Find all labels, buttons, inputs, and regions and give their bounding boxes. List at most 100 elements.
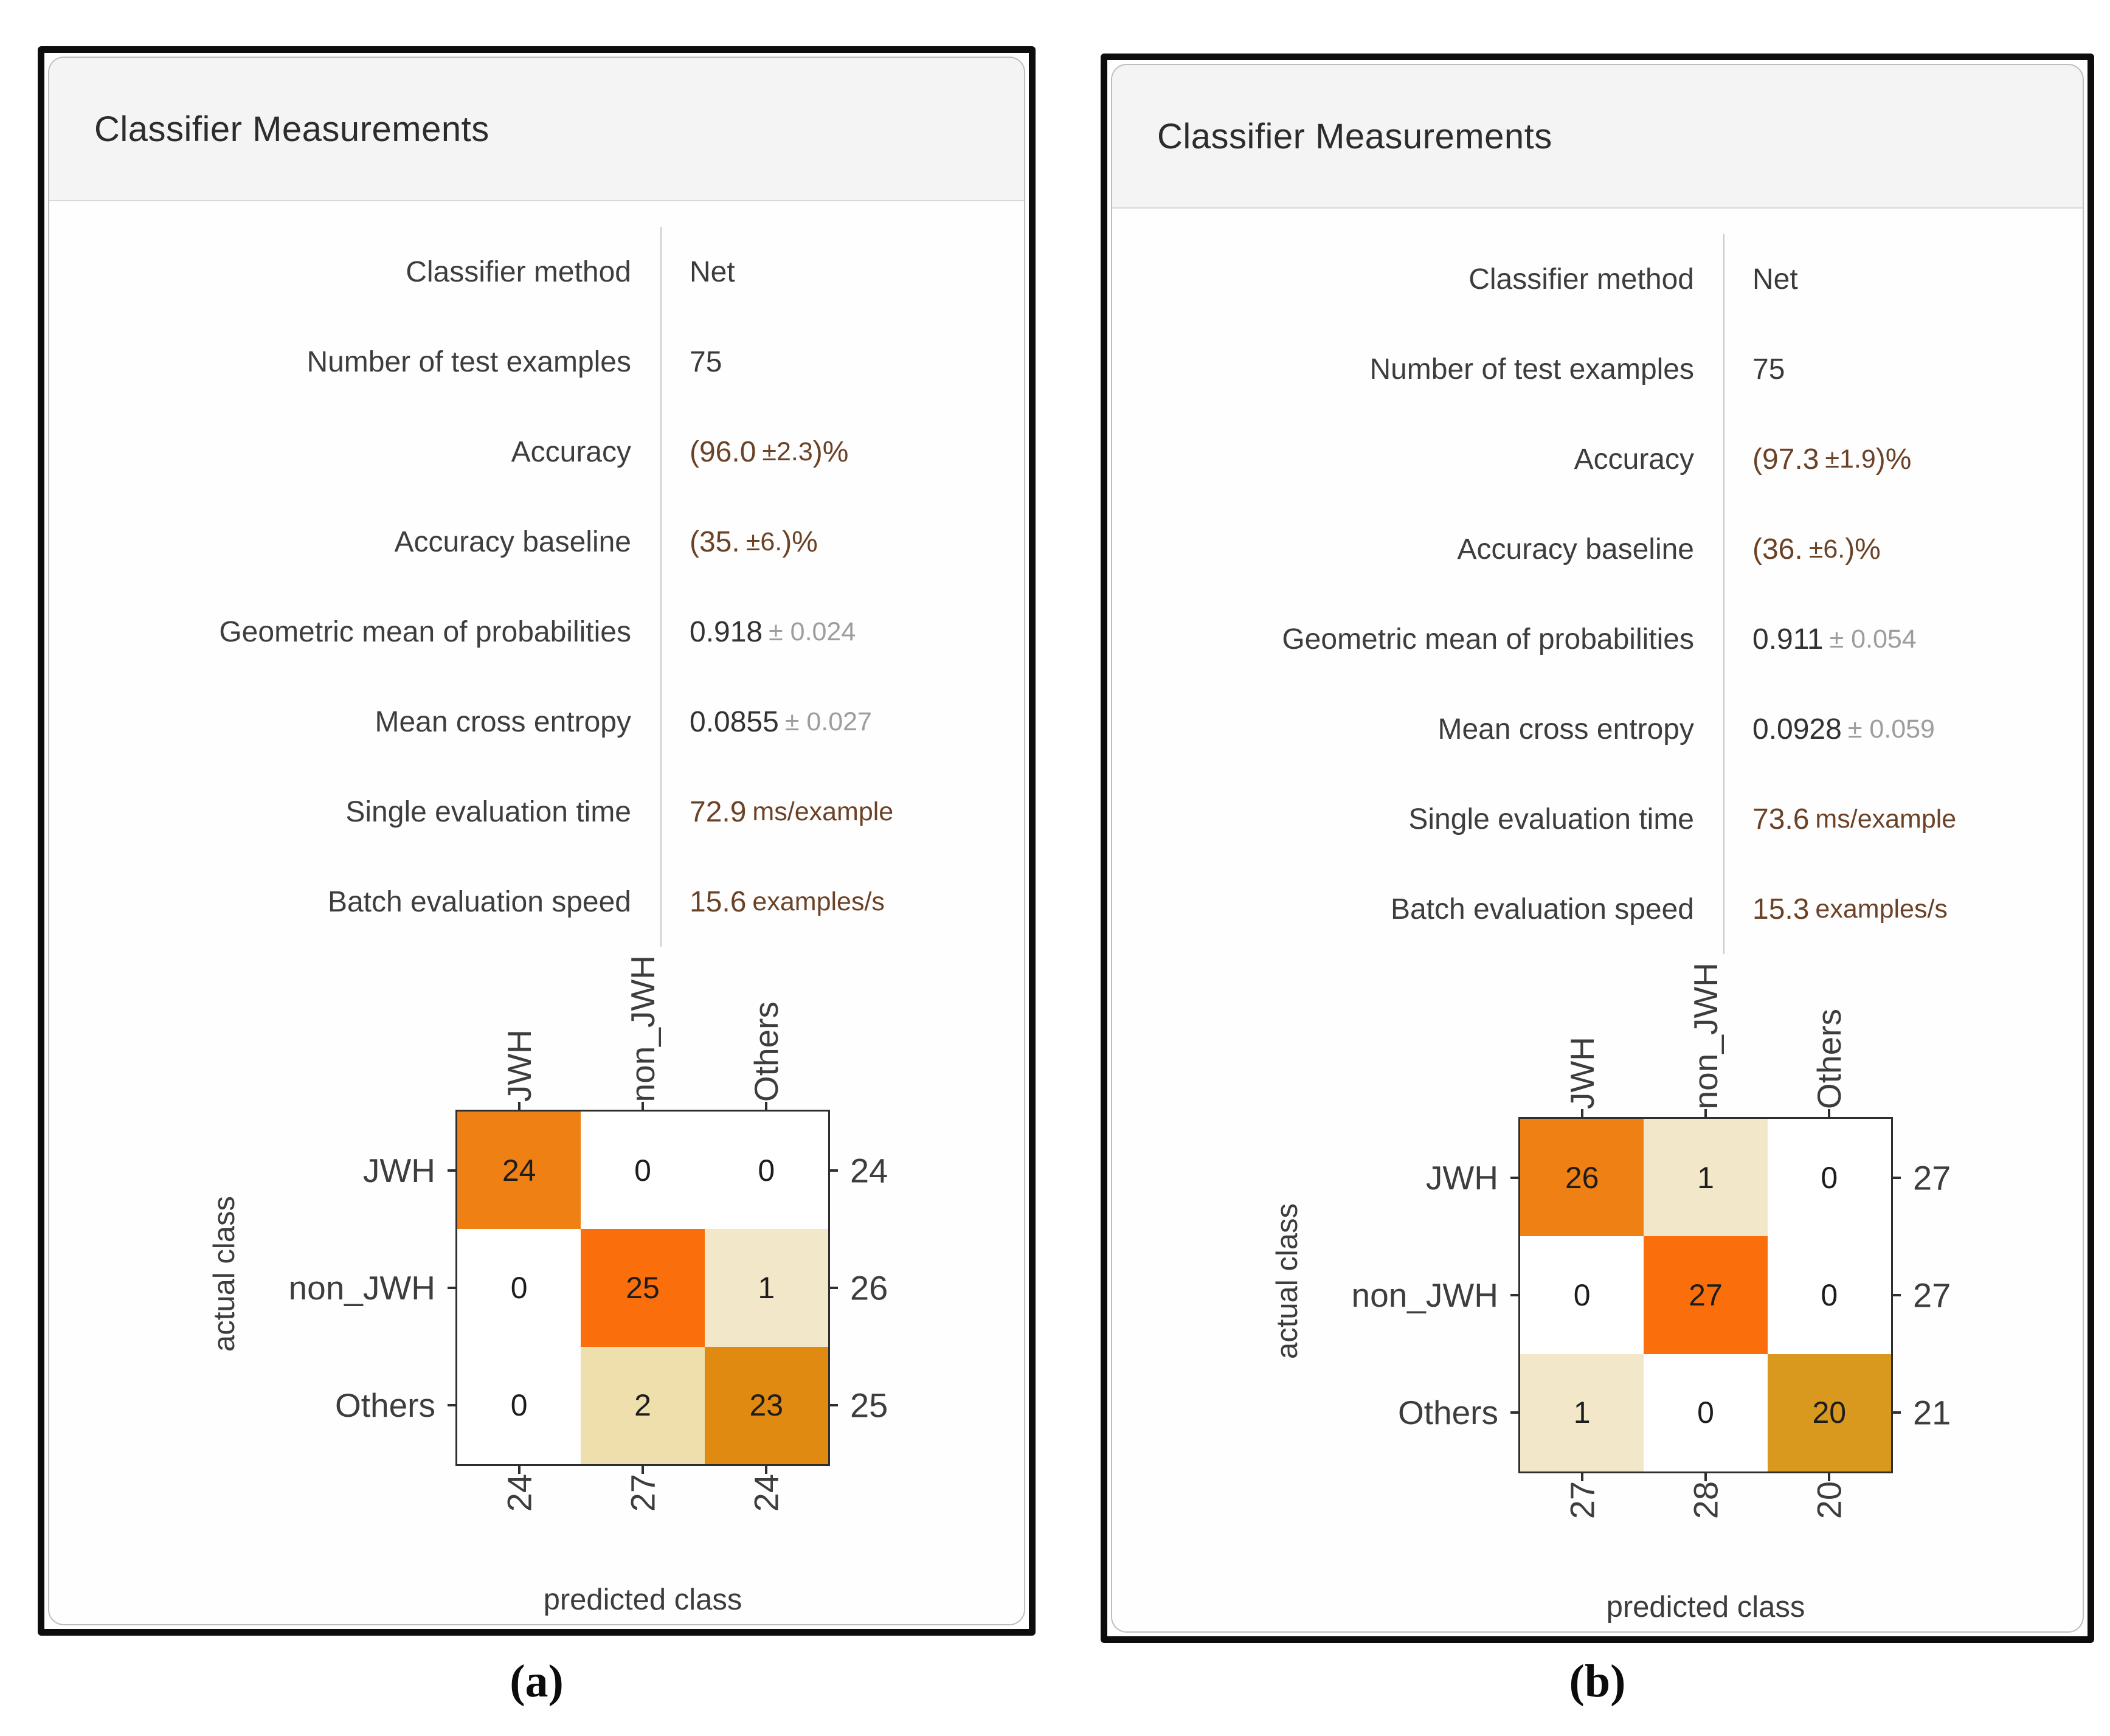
tick: [765, 1102, 768, 1112]
cm-cell: 0: [1767, 1236, 1891, 1354]
cm-cell: 27: [1644, 1236, 1768, 1354]
cm-cell: 24: [457, 1112, 581, 1229]
cm-cell: 25: [581, 1229, 705, 1347]
cm-cell: 0: [457, 1346, 581, 1464]
metric-value: 73.6 ms/example: [1723, 774, 2064, 864]
metric-label: Batch evaluation speed: [1390, 893, 1694, 925]
tick: [1704, 1109, 1707, 1119]
tick: [1580, 1471, 1583, 1481]
cm-cell: 0: [1767, 1119, 1891, 1237]
cm-row-label: JWH: [362, 1151, 435, 1189]
tick: [1891, 1176, 1901, 1179]
cm-cell: 1: [1520, 1354, 1644, 1471]
metric-value: 15.3 examples/s: [1723, 864, 2064, 954]
cm-cell: 0: [457, 1229, 581, 1347]
cm-cell: 0: [1644, 1354, 1768, 1471]
metric-row: Mean cross entropy 0.0928 ± 0.059: [1112, 684, 2064, 774]
metric-row: Accuracy (97.3 ±1.9)%: [1112, 414, 2064, 504]
tick: [828, 1404, 838, 1407]
cm-x-axis-label: predicted class: [543, 1583, 742, 1616]
metric-value: 0.918 ± 0.024: [660, 587, 1006, 677]
tick: [642, 1464, 644, 1474]
cm-row-label: non_JWH: [288, 1269, 435, 1307]
tick: [1891, 1411, 1901, 1414]
metric-label: Mean cross entropy: [1437, 713, 1694, 745]
metrics-table: Classifier method Net Number of test exa…: [1112, 234, 2064, 954]
cm-cell: 0: [704, 1112, 828, 1229]
cm-row-label: Others: [1397, 1394, 1498, 1432]
metric-value: Net: [1723, 234, 2064, 324]
metric-value: 0.0928 ± 0.059: [1723, 684, 2064, 774]
panel-title: Classifier Measurements: [1157, 116, 1552, 156]
metric-value: 75: [660, 317, 1006, 407]
metric-row: Mean cross entropy 0.0855 ± 0.027: [49, 677, 1006, 767]
metric-row: Classifier method Net: [49, 227, 1006, 317]
metric-value: 0.0855 ± 0.027: [660, 677, 1006, 767]
metric-label: Single evaluation time: [345, 795, 631, 828]
cm-y-axis-label: actual class: [208, 1195, 241, 1352]
confusion-matrix: 24 0 0 0 25 1 0 2 23 JWH non_JWH Others …: [208, 955, 888, 1616]
cm-col-label: JWH: [1563, 1036, 1601, 1109]
subfigure-caption-b: (b): [1569, 1656, 1626, 1707]
cm-col-total: 20: [1810, 1481, 1849, 1520]
cm-cell: 26: [1520, 1119, 1644, 1237]
cm-col-total: 24: [747, 1474, 786, 1512]
tick: [1510, 1294, 1520, 1296]
confusion-matrix: 26 1 0 0 27 0 1 0 20 JWH non_JWH Others …: [1271, 963, 1951, 1624]
tick: [1510, 1176, 1520, 1179]
cm-row-label: Others: [334, 1386, 435, 1425]
cm-col-total: 24: [500, 1474, 539, 1512]
metric-value: (97.3 ±1.9)%: [1723, 414, 2064, 504]
cm-row-total: 26: [850, 1268, 888, 1307]
cm-col-total: 27: [1563, 1481, 1602, 1520]
metric-value: 75: [1723, 324, 2064, 414]
tick: [448, 1287, 457, 1289]
panel-b-header: Classifier Measurements: [1112, 65, 2083, 209]
metric-row: Single evaluation time 73.6 ms/example: [1112, 774, 2064, 864]
cm-cell: 0: [581, 1112, 705, 1229]
cm-cell: 1: [704, 1229, 828, 1347]
metric-value: 15.6 examples/s: [660, 857, 1006, 947]
metric-label: Accuracy: [511, 435, 631, 468]
metric-label: Geometric mean of probabilities: [1282, 623, 1694, 655]
cm-x-axis-label: predicted class: [1606, 1591, 1805, 1624]
cm-col-label: non_JWH: [1687, 962, 1724, 1109]
cm-row-total: 24: [850, 1151, 888, 1190]
cm-cell: 20: [1767, 1354, 1891, 1471]
cm-cell: 1: [1644, 1119, 1768, 1237]
metrics-table: Classifier method Net Number of test exa…: [49, 227, 1006, 947]
cm-y-axis-label: actual class: [1271, 1203, 1304, 1359]
metric-row: Classifier method Net: [1112, 234, 2064, 324]
metric-row: Geometric mean of probabilities 0.911 ± 0…: [1112, 594, 2064, 684]
classifier-measurements-panel-b: Classifier Measurements Classifier metho…: [1101, 54, 2094, 1643]
metric-label: Number of test examples: [306, 345, 631, 378]
metric-row: Accuracy baseline (35. ±6.)%: [49, 497, 1006, 587]
metric-label: Accuracy: [1574, 443, 1694, 475]
metric-label: Classifier method: [1468, 263, 1694, 296]
panel-a-body: Classifier Measurements Classifier metho…: [48, 57, 1025, 1625]
tick: [828, 1169, 838, 1172]
metric-value: (96.0 ±2.3)%: [660, 407, 1006, 497]
tick: [1828, 1109, 1831, 1119]
cm-col-label: JWH: [500, 1029, 538, 1102]
cm-col-label: Others: [747, 1001, 786, 1102]
metric-label: Number of test examples: [1369, 353, 1694, 386]
metric-label: Batch evaluation speed: [327, 885, 631, 918]
metric-row: Accuracy baseline (36. ±6.)%: [1112, 504, 2064, 594]
metric-label: Accuracy baseline: [1457, 533, 1694, 565]
tick: [1891, 1294, 1901, 1296]
tick: [765, 1464, 768, 1474]
metric-label: Classifier method: [406, 255, 631, 288]
panel-title: Classifier Measurements: [94, 109, 489, 149]
cm-col-total: 27: [623, 1474, 662, 1512]
cm-col-label: Others: [1810, 1008, 1849, 1109]
subfigure-caption-a: (a): [510, 1656, 564, 1707]
tick: [642, 1102, 644, 1112]
cm-row-total: 27: [1913, 1276, 1951, 1315]
cm-row-total: 25: [850, 1386, 888, 1425]
panel-b-body: Classifier Measurements Classifier metho…: [1111, 64, 2084, 1633]
metric-row: Geometric mean of probabilities 0.918 ± 0…: [49, 587, 1006, 677]
cm-col-label: non_JWH: [624, 955, 662, 1102]
cm-row-label: JWH: [1425, 1158, 1498, 1197]
